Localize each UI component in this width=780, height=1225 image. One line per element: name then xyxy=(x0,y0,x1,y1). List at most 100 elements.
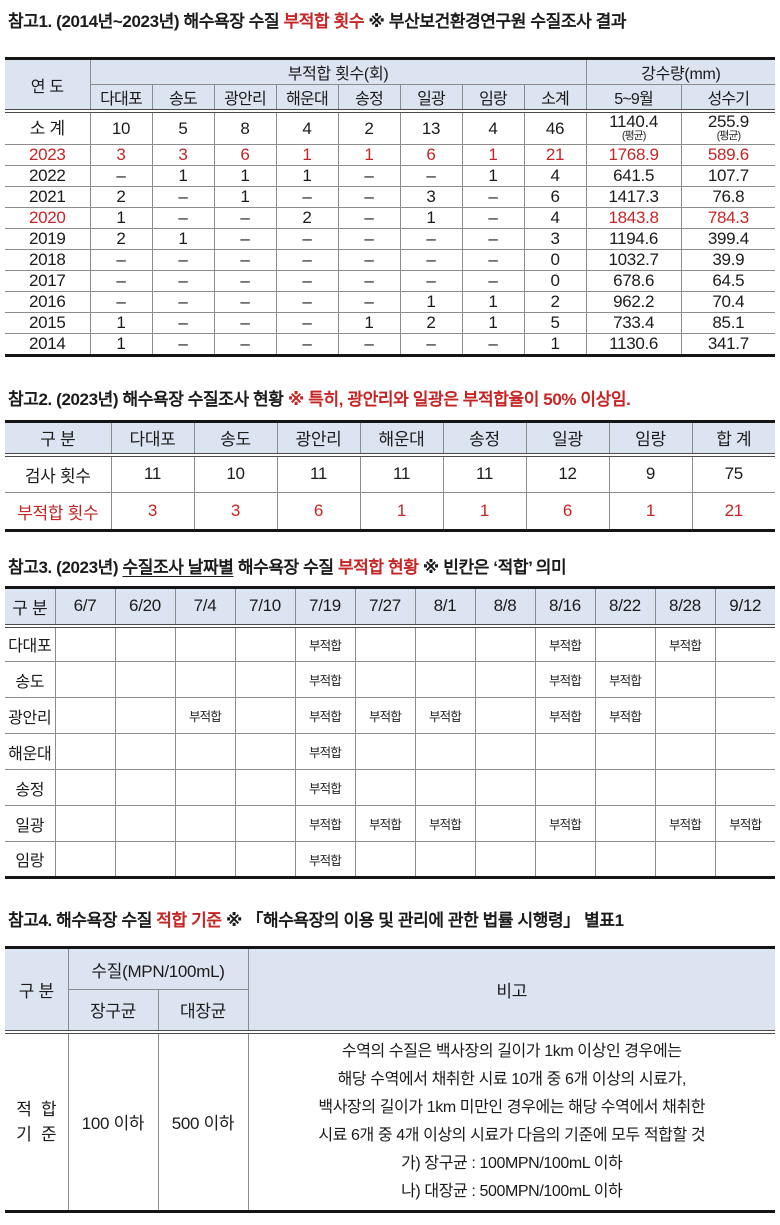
data-cell: 부적합 xyxy=(594,697,656,734)
data-cell: 1 xyxy=(275,165,339,187)
data-cell: 0 xyxy=(523,270,587,292)
header-cell: 8/1 xyxy=(414,587,476,626)
title-text: 참고1. (2014년~2023년) 해수욕장 수질 xyxy=(8,12,284,31)
header-cell: 해운대 xyxy=(359,421,444,455)
data-cell: – xyxy=(89,249,153,271)
data-cell xyxy=(414,623,476,662)
data-cell: 소 계 xyxy=(4,109,91,145)
table-row: 부적합 횟수 3 3 6 1 1 6 1 21 xyxy=(4,492,776,531)
data-cell xyxy=(714,661,776,698)
section-ref3: 참고3. (2023년) 수질조사 날짜별 해수욕장 수질 부적합 현황 ※ 빈… xyxy=(4,556,776,879)
data-cell: 75 xyxy=(691,452,776,493)
data-cell xyxy=(714,769,776,806)
data-cell: 2017 xyxy=(4,270,91,292)
data-cell xyxy=(534,769,596,806)
data-cell: 부적합 xyxy=(294,805,356,842)
data-cell: 부적합 xyxy=(414,697,476,734)
header-cell: 구 분 xyxy=(4,947,69,1032)
table-row: 송정 부적합 xyxy=(4,769,776,806)
data-cell: 0 xyxy=(523,249,587,271)
data-cell xyxy=(234,661,296,698)
data-cell xyxy=(714,841,776,878)
table-row: 2014 1– – – – – –1 1130.6 341.7 xyxy=(4,333,776,356)
header-cell: 7/27 xyxy=(354,587,416,626)
header-cell: 수질(MPN/100mL) xyxy=(67,947,249,990)
data-cell: 1 xyxy=(213,186,277,208)
data-cell: 1 xyxy=(89,207,153,229)
header-cell: 비고 xyxy=(247,947,776,1032)
data-cell xyxy=(354,769,416,806)
data-cell xyxy=(414,841,476,878)
data-cell: – xyxy=(151,186,215,208)
header-cell: 5~9월 xyxy=(585,84,682,112)
data-cell: – xyxy=(337,291,401,313)
data-cell xyxy=(594,769,656,806)
data-cell: 10 xyxy=(193,452,278,493)
header-cell: 소계 xyxy=(523,84,587,112)
data-cell: 부적합 xyxy=(294,769,356,806)
header-cell: 7/19 xyxy=(294,587,356,626)
data-cell: 21 xyxy=(691,492,776,531)
data-cell: 4 xyxy=(275,109,339,145)
data-cell: 2020 xyxy=(4,207,91,229)
ref3-table-fail-by-date: 구 분 6/7 6/20 7/4 7/10 7/19 7/27 8/1 8/8 8/16 8/22 8… xyxy=(4,586,776,879)
data-cell xyxy=(234,697,296,734)
header-cell: 임랑 xyxy=(608,421,693,455)
data-cell: – xyxy=(213,270,277,292)
data-cell: 1 xyxy=(442,492,527,531)
table-row: 2015 1– – –1 2 1 5 733.4 85.1 xyxy=(4,312,776,334)
data-cell xyxy=(174,623,236,662)
data-cell: 2 xyxy=(89,228,153,250)
title-highlight: 부적합 횟수 xyxy=(283,12,365,31)
data-cell xyxy=(234,733,296,770)
table-row: 2016– – – – –1 1 2 962.2 70.4 xyxy=(4,291,776,313)
ref2-title: 참고2. (2023년) 해수욕장 수질조사 현황 ※ 특히, 광안리와 일광은… xyxy=(5,388,775,412)
data-cell: 부적합 xyxy=(294,623,356,662)
title-text: 참고4. 해수욕장 수질 xyxy=(8,911,157,930)
data-cell: 부적합 xyxy=(174,697,236,734)
cell-line: 적 합 xyxy=(16,1099,57,1119)
data-cell: 부적합 xyxy=(294,697,356,734)
data-cell: 송도 xyxy=(4,661,56,698)
data-cell: – xyxy=(337,186,401,208)
data-cell: 부적합 xyxy=(714,805,776,842)
data-cell xyxy=(594,841,656,878)
data-cell: 부적합 xyxy=(354,805,416,842)
data-cell: 부적합 xyxy=(654,623,716,662)
data-cell: 46 xyxy=(523,109,587,145)
data-cell xyxy=(474,697,536,734)
data-cell: 255.9 (평균) xyxy=(680,109,776,145)
data-cell: 1 xyxy=(461,165,525,187)
data-cell: 2023 xyxy=(4,144,91,166)
data-cell: – xyxy=(337,228,401,250)
data-cell: 1 xyxy=(399,291,463,313)
data-cell: 2 xyxy=(523,291,587,313)
data-cell: 2016 xyxy=(4,291,91,313)
table-row: 다대포 부적합 부적합 부적합 xyxy=(4,623,776,662)
title-text: 참고3. (2023년) xyxy=(8,558,123,577)
header-cell: 송정 xyxy=(442,421,527,455)
data-cell: 1768.9 xyxy=(585,144,682,166)
data-cell: – xyxy=(461,207,525,229)
data-cell xyxy=(594,805,656,842)
data-cell: – xyxy=(213,249,277,271)
data-cell: 85.1 xyxy=(680,312,776,334)
data-cell xyxy=(654,733,716,770)
header-cell: 광안리 xyxy=(213,84,277,112)
data-cell: 107.7 xyxy=(680,165,776,187)
data-cell: 수역의 수질은 백사장의 길이가 1km 이상인 경우에는 해당 수역에서 채취한… xyxy=(247,1029,776,1212)
data-cell: 1194.6 xyxy=(585,228,682,250)
data-cell: 9 xyxy=(608,452,693,493)
data-cell xyxy=(114,733,176,770)
data-cell: – xyxy=(337,165,401,187)
data-cell: 2 xyxy=(89,186,153,208)
table-row: 2017– – – – – – –0 678.6 64.5 xyxy=(4,270,776,292)
data-cell: 8 xyxy=(213,109,277,145)
data-cell: 1 xyxy=(608,492,693,531)
header-cell: 광안리 xyxy=(276,421,361,455)
data-cell: 부적합 xyxy=(294,661,356,698)
section-ref2: 참고2. (2023년) 해수욕장 수질조사 현황 ※ 특히, 광안리와 일광은… xyxy=(4,388,776,532)
data-cell: 10 xyxy=(89,109,153,145)
header-cell: 다대포 xyxy=(89,84,153,112)
